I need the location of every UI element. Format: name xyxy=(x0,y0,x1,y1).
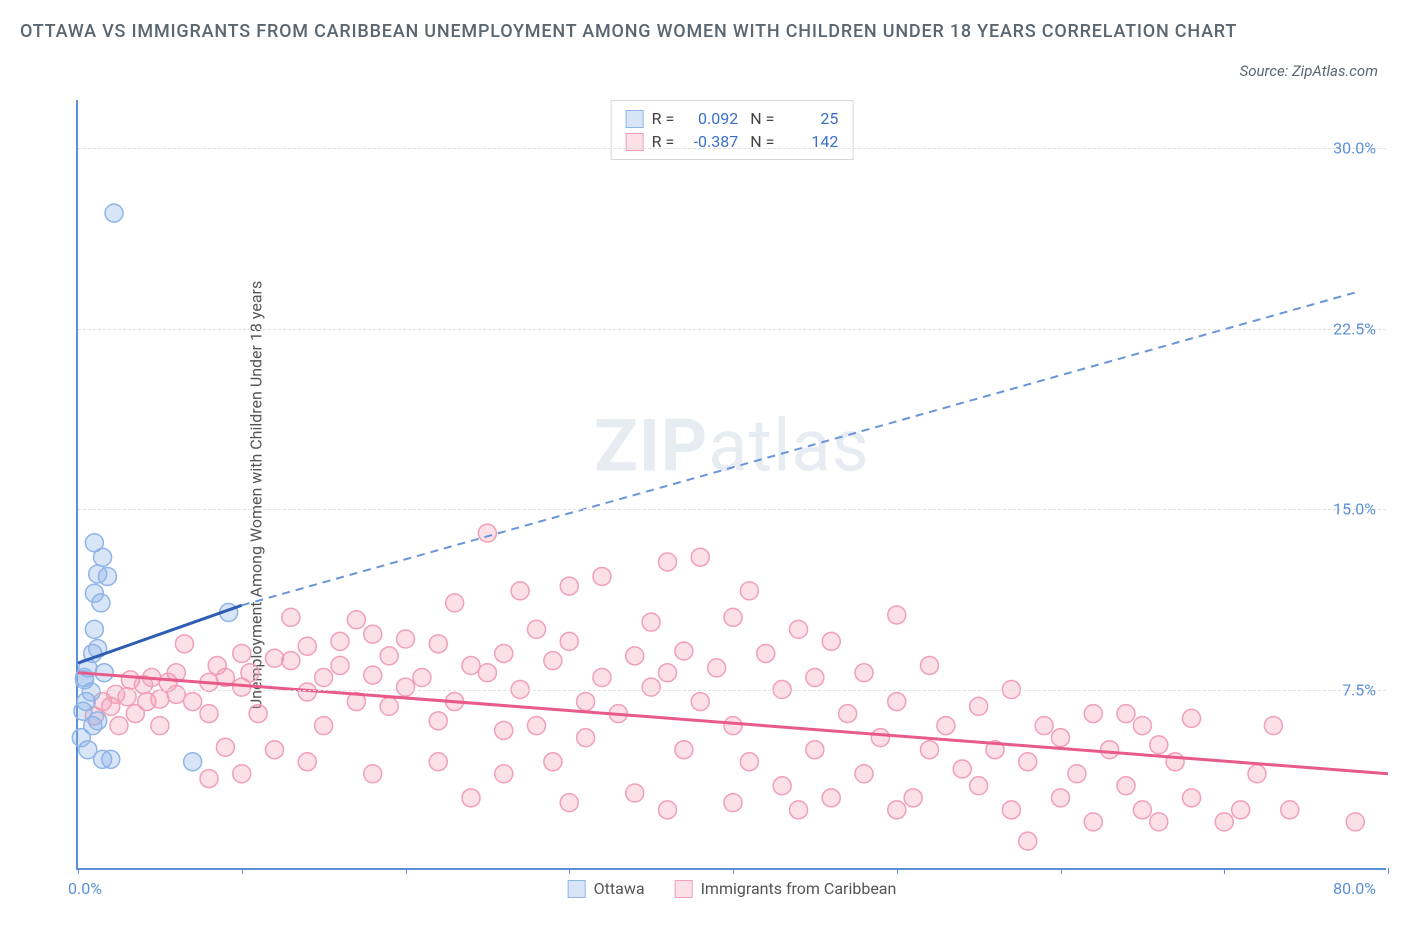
grid-line xyxy=(78,329,1386,330)
x-tick-mark xyxy=(897,868,898,874)
stats-row-caribbean: R = -0.387 N = 142 xyxy=(626,130,839,153)
legend-label-ottawa: Ottawa xyxy=(594,879,645,898)
scatter-svg xyxy=(78,100,1386,868)
legend-bottom: Ottawa Immigrants from Caribbean xyxy=(568,879,897,898)
stat-n-label: N = xyxy=(746,109,774,128)
legend-swatch-ottawa xyxy=(568,880,586,898)
x-tick-mark xyxy=(78,868,79,874)
x-axis-min-label: 0.0% xyxy=(68,879,102,898)
legend-swatch-caribbean xyxy=(675,880,693,898)
swatch-ottawa xyxy=(626,110,644,128)
x-tick-mark xyxy=(406,868,407,874)
legend-label-caribbean: Immigrants from Caribbean xyxy=(701,879,897,898)
x-axis-max-label: 80.0% xyxy=(1333,879,1376,898)
stats-legend-box: R = 0.092 N = 25 R = -0.387 N = 142 xyxy=(611,100,854,160)
x-tick-mark xyxy=(733,868,734,874)
stats-row-ottawa: R = 0.092 N = 25 xyxy=(626,107,839,130)
x-tick-mark xyxy=(242,868,243,874)
x-tick-mark xyxy=(1388,868,1389,874)
x-tick-mark xyxy=(1061,868,1062,874)
y-tick-label: 15.0% xyxy=(1333,500,1376,519)
chart-title: OTTAWA VS IMMIGRANTS FROM CARIBBEAN UNEM… xyxy=(20,18,1386,45)
grid-line xyxy=(78,509,1386,510)
stat-r-label: R = xyxy=(652,109,675,128)
grid-line xyxy=(78,690,1386,691)
x-tick-mark xyxy=(1224,868,1225,874)
legend-item-ottawa: Ottawa xyxy=(568,879,645,898)
grid-line xyxy=(78,148,1386,149)
y-tick-label: 30.0% xyxy=(1333,139,1376,158)
source-attribution: Source: ZipAtlas.com xyxy=(1240,62,1378,80)
plot-region: ZIPatlas R = 0.092 N = 25 R = -0.387 N =… xyxy=(76,100,1386,870)
legend-item-caribbean: Immigrants from Caribbean xyxy=(675,879,897,898)
y-tick-label: 22.5% xyxy=(1333,319,1376,338)
stat-n-ottawa: 25 xyxy=(782,109,838,128)
x-tick-mark xyxy=(569,868,570,874)
y-tick-label: 7.5% xyxy=(1342,680,1376,699)
chart-area: Unemployment Among Women with Children U… xyxy=(46,100,1386,890)
stat-r-ottawa: 0.092 xyxy=(682,109,738,128)
